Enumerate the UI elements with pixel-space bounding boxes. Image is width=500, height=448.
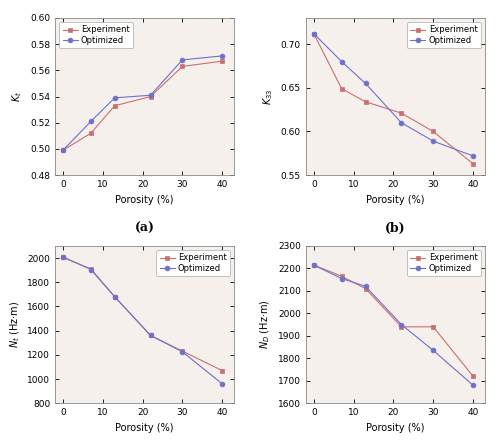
Optimized bbox=[362, 284, 368, 289]
Experiment bbox=[148, 333, 154, 338]
Experiment bbox=[60, 255, 66, 260]
Optimized bbox=[112, 294, 117, 299]
Experiment bbox=[470, 374, 476, 379]
Experiment bbox=[219, 59, 225, 64]
Experiment bbox=[112, 294, 117, 299]
Optimized bbox=[362, 81, 368, 86]
Y-axis label: $N_D$ (Hz·m): $N_D$ (Hz·m) bbox=[259, 300, 272, 349]
X-axis label: Porosity (%): Porosity (%) bbox=[116, 422, 174, 433]
Experiment bbox=[430, 324, 436, 330]
Experiment bbox=[180, 349, 186, 354]
Experiment bbox=[338, 86, 344, 91]
Experiment bbox=[362, 286, 368, 291]
Line: Optimized: Optimized bbox=[60, 53, 224, 153]
Experiment bbox=[112, 103, 117, 108]
Line: Optimized: Optimized bbox=[312, 31, 476, 159]
Experiment bbox=[311, 263, 317, 268]
Legend: Experiment, Optimized: Experiment, Optimized bbox=[59, 22, 133, 48]
Optimized bbox=[311, 31, 317, 36]
Optimized bbox=[470, 153, 476, 159]
Optimized bbox=[398, 120, 404, 125]
Y-axis label: $K_t$: $K_t$ bbox=[10, 91, 24, 102]
Optimized bbox=[430, 138, 436, 144]
Experiment bbox=[338, 274, 344, 279]
Optimized bbox=[88, 119, 94, 124]
Optimized bbox=[112, 95, 117, 100]
Experiment bbox=[398, 324, 404, 330]
Experiment bbox=[148, 94, 154, 99]
Line: Optimized: Optimized bbox=[312, 263, 476, 388]
Line: Experiment: Experiment bbox=[60, 59, 224, 153]
Optimized bbox=[338, 276, 344, 281]
Line: Experiment: Experiment bbox=[312, 31, 476, 166]
Experiment bbox=[311, 31, 317, 36]
Experiment bbox=[398, 111, 404, 116]
Legend: Experiment, Optimized: Experiment, Optimized bbox=[407, 22, 481, 48]
Optimized bbox=[88, 267, 94, 272]
Legend: Experiment, Optimized: Experiment, Optimized bbox=[407, 250, 481, 276]
Experiment bbox=[88, 266, 94, 271]
Line: Experiment: Experiment bbox=[312, 263, 476, 379]
Optimized bbox=[60, 147, 66, 153]
Experiment bbox=[88, 130, 94, 136]
Experiment bbox=[362, 99, 368, 104]
Optimized bbox=[60, 254, 66, 259]
Optimized bbox=[148, 93, 154, 98]
X-axis label: Porosity (%): Porosity (%) bbox=[366, 422, 424, 433]
Y-axis label: $N_t$ (Hz·m): $N_t$ (Hz·m) bbox=[8, 301, 22, 348]
Experiment bbox=[470, 161, 476, 167]
Optimized bbox=[398, 322, 404, 327]
Optimized bbox=[219, 381, 225, 387]
Legend: Experiment, Optimized: Experiment, Optimized bbox=[156, 250, 230, 276]
Text: (a): (a) bbox=[134, 222, 154, 235]
Text: (b): (b) bbox=[385, 222, 406, 235]
Optimized bbox=[338, 59, 344, 65]
Optimized bbox=[219, 53, 225, 59]
Y-axis label: $K_{33}$: $K_{33}$ bbox=[262, 88, 276, 105]
Experiment bbox=[180, 64, 186, 69]
Optimized bbox=[148, 333, 154, 338]
Experiment bbox=[60, 147, 66, 153]
Optimized bbox=[430, 348, 436, 353]
Optimized bbox=[470, 383, 476, 388]
Optimized bbox=[311, 263, 317, 268]
Line: Optimized: Optimized bbox=[60, 254, 224, 386]
X-axis label: Porosity (%): Porosity (%) bbox=[116, 194, 174, 205]
Experiment bbox=[430, 129, 436, 134]
Optimized bbox=[180, 349, 186, 354]
Line: Experiment: Experiment bbox=[60, 255, 224, 373]
X-axis label: Porosity (%): Porosity (%) bbox=[366, 194, 424, 205]
Optimized bbox=[180, 57, 186, 63]
Experiment bbox=[219, 368, 225, 373]
